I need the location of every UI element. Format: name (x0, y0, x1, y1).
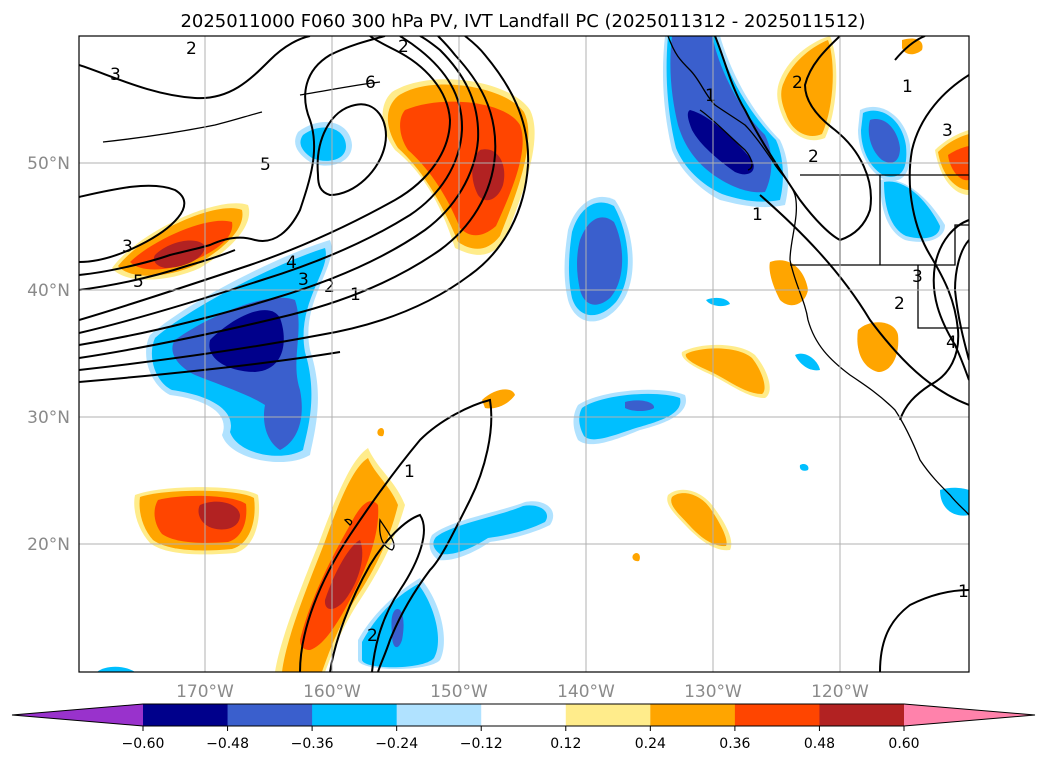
contour-label: 5 (260, 155, 271, 175)
contour-label: 1 (350, 285, 361, 305)
contour-label: 6 (365, 73, 376, 93)
lon-label: 170°W (176, 682, 234, 702)
colorbar: −0.60 −0.48 −0.36 −0.24 −0.12 0.12 0.24 0.36 0.4… (11, 703, 1036, 752)
contour-label: 1 (705, 86, 716, 106)
colorbar-swatch (227, 704, 313, 726)
contour-label: 1 (752, 205, 763, 225)
contour-labels: 2 3 6 5 3 5 4 3 2 1 1 1 1 2 2 1 3 3 2 4 … (110, 37, 969, 646)
contour-label: 2 (186, 39, 197, 59)
map-area: 2 3 6 5 3 5 4 3 2 1 1 1 1 2 2 1 3 3 2 4 … (79, 36, 969, 672)
contour-label: 3 (110, 65, 121, 85)
colorbar-swatch (312, 704, 398, 726)
colorbar-tick-label: 0.24 (635, 736, 666, 752)
colorbar-tick-label: 0.12 (550, 736, 581, 752)
contour-label: 2 (398, 37, 409, 57)
contour-label: 2 (894, 294, 905, 314)
gridlines (79, 36, 969, 672)
contour-label: 3 (942, 121, 953, 141)
colorbar-tick-label: 0.36 (719, 736, 750, 752)
contour-label: 2 (792, 73, 803, 93)
colorbar-swatch (734, 704, 820, 726)
colorbar-swatch (481, 704, 567, 726)
colorbar-swatch (143, 704, 229, 726)
colorbar-swatch (650, 704, 736, 726)
colorbar-extend-low (12, 704, 143, 726)
contour-label: 1 (404, 462, 415, 482)
contour-label: 4 (946, 333, 957, 353)
contour-label: 4 (286, 253, 297, 273)
contour-label: 2 (324, 277, 335, 297)
contour-label: 3 (912, 267, 923, 287)
colorbar-swatch (396, 704, 482, 726)
contour-label: 2 (808, 147, 819, 167)
contour-label: 2 (367, 626, 378, 646)
lat-label: 20°N (27, 535, 70, 555)
contour-label: 3 (122, 237, 133, 257)
map-title: 2025011000 F060 300 hPa PV, IVT Landfall… (180, 11, 865, 32)
map-frame (78, 35, 970, 673)
contour-label: 5 (133, 272, 144, 292)
colorbar-tick-label: −0.48 (206, 736, 249, 752)
colorbar-swatch (565, 704, 651, 726)
colorbar-tick-label: −0.12 (460, 736, 503, 752)
lon-label: 160°W (303, 682, 361, 702)
colorbar-swatch (819, 704, 905, 726)
lat-label: 30°N (27, 408, 70, 428)
colorbar-tick-label: −0.24 (375, 736, 418, 752)
colorbar-tick-label: 0.48 (804, 736, 835, 752)
contour-label: 1 (902, 77, 913, 97)
contour-label: 3 (298, 270, 309, 290)
lon-label: 130°W (684, 682, 742, 702)
lon-label: 150°W (430, 682, 488, 702)
lat-label: 40°N (27, 281, 70, 301)
longitude-labels: 170°W 160°W 150°W 140°W 130°W 120°W (176, 682, 869, 702)
colorbar-tick-label: 0.60 (888, 736, 919, 752)
latitude-labels: 50°N 40°N 30°N 20°N (27, 154, 70, 555)
lon-label: 140°W (557, 682, 615, 702)
colorbar-tick-label: −0.60 (122, 736, 165, 752)
lat-label: 50°N (27, 154, 70, 174)
colorbar-tick-label: −0.36 (291, 736, 334, 752)
colorbar-extend-high (904, 704, 1035, 726)
contour-label: 1 (958, 582, 969, 602)
lon-label: 120°W (811, 682, 869, 702)
